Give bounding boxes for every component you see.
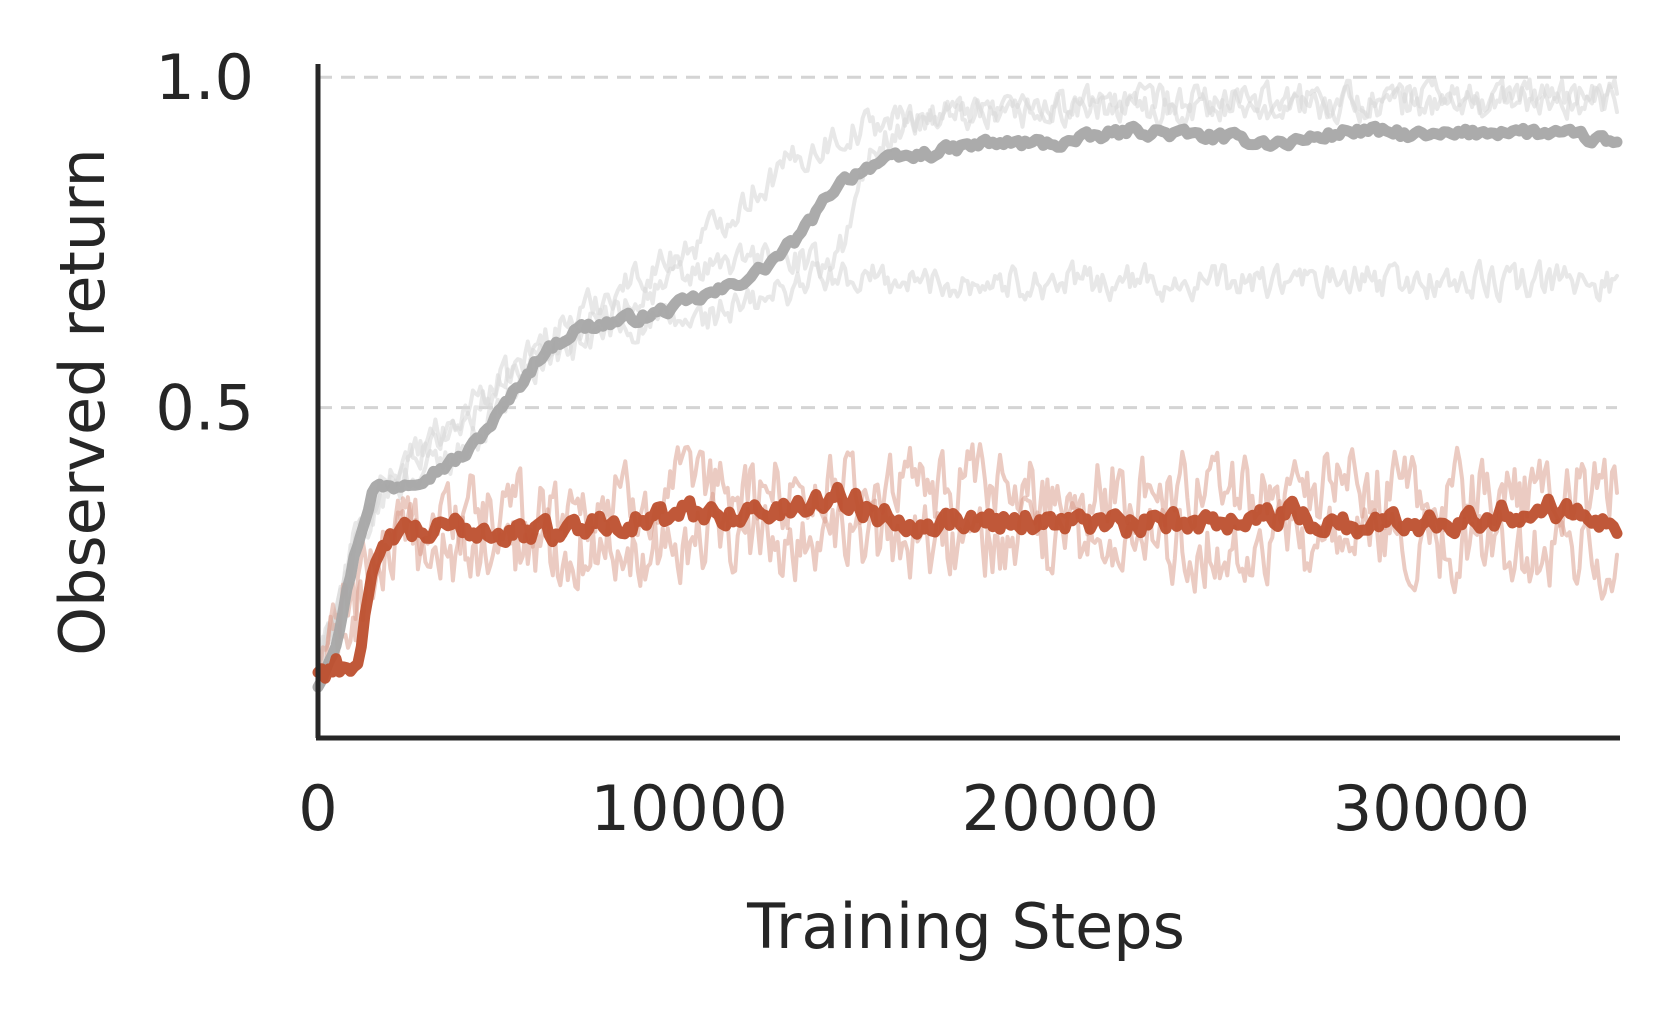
y-axis-label: Observed return: [46, 148, 119, 656]
x-tick-label-1: 10000: [591, 772, 788, 845]
individual-run-lines: [316, 76, 1619, 679]
y-tick-label-1: 1.0: [155, 41, 254, 114]
run-line-gray-1: [316, 79, 1619, 679]
x-tick-label-0: 0: [298, 772, 337, 845]
x-tick-label-3: 30000: [1333, 772, 1530, 845]
run-line-gray-3: [316, 241, 1619, 677]
x-tick-label-2: 20000: [962, 772, 1159, 845]
axes: [315, 64, 1620, 741]
gridlines: [318, 75, 1617, 410]
run-line-gray-2: [316, 76, 1619, 678]
mean-line-gray-0: [312, 120, 1623, 693]
y-tick-label-0: 0.5: [155, 372, 254, 445]
x-axis-label: Training Steps: [746, 890, 1185, 963]
mean-line-orange-4: [312, 481, 1623, 684]
tick-labels: 0 10000 20000 30000 0.5 1.0: [155, 41, 1530, 845]
mean-lines: [312, 120, 1623, 693]
